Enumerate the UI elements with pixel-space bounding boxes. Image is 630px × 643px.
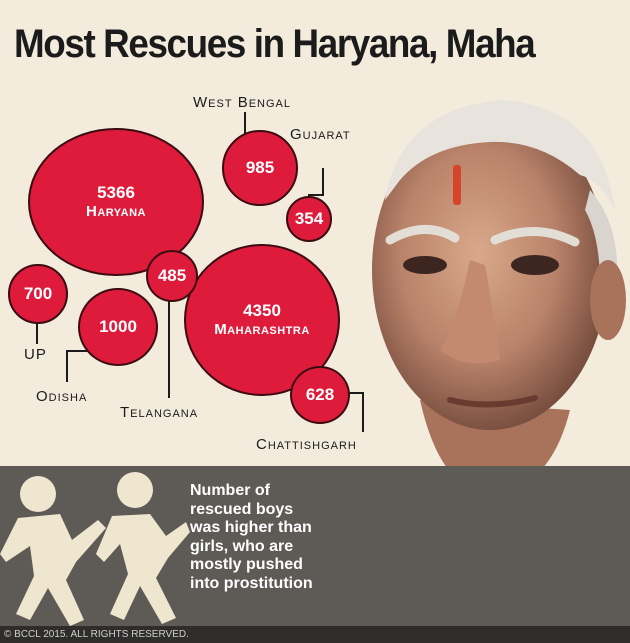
- bubble-odisha: 1000: [78, 288, 158, 366]
- bubble-telangana: 485: [146, 250, 198, 302]
- lower-band: [0, 466, 630, 636]
- label-maharashtra: Maharashtra: [214, 321, 310, 338]
- bubble-west-bengal: 985: [222, 130, 298, 206]
- value-gujarat: 354: [294, 209, 324, 228]
- bubble-gujarat: 354: [286, 196, 332, 242]
- label-telangana: Telangana: [120, 404, 199, 421]
- label-up: UP: [24, 346, 47, 363]
- leader-gujarat: [308, 168, 324, 196]
- value-chattishgarh: 628: [305, 385, 335, 404]
- value-haryana: 5366: [97, 183, 135, 202]
- note-text: Number of rescued boys was higher than g…: [190, 482, 313, 592]
- leader-telangana: [168, 300, 170, 398]
- label-west-bengal: West Bengal: [193, 94, 292, 111]
- dancing-children-icon: [0, 472, 190, 626]
- value-maharashtra: 4350: [243, 301, 281, 320]
- leader-odisha: [66, 350, 100, 382]
- label-haryana: Haryana: [86, 203, 146, 220]
- value-odisha: 1000: [99, 317, 137, 336]
- leader-up: [36, 324, 38, 344]
- copyright: © BCCL 2015. ALL RIGHTS RESERVED.: [0, 626, 630, 643]
- leader-west-bengal: [244, 112, 246, 134]
- label-odisha: Odisha: [36, 388, 88, 405]
- label-gujarat: Gujarat: [290, 126, 351, 143]
- headline: Most Rescues in Haryana, Maha: [14, 22, 536, 66]
- value-west-bengal: 985: [245, 158, 275, 177]
- bubble-chattishgarh: 628: [290, 366, 350, 424]
- label-chattishgarh: Chattishgarh: [256, 436, 357, 453]
- bubble-up: 700: [8, 264, 68, 324]
- value-telangana: 485: [157, 266, 187, 285]
- value-up: 700: [23, 284, 53, 303]
